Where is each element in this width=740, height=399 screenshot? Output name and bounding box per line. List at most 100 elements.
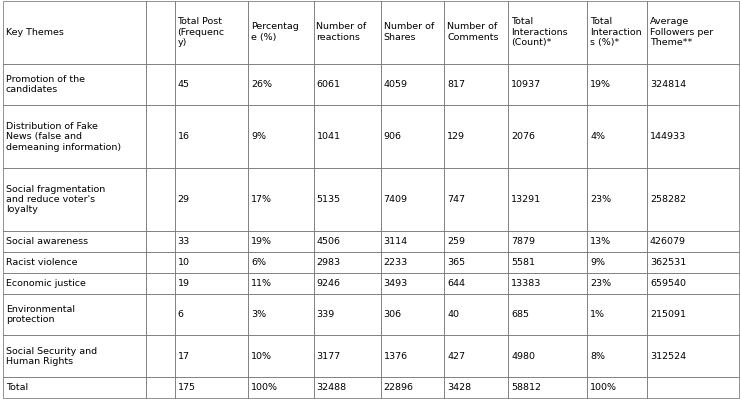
Bar: [248, 336, 314, 377]
Bar: [380, 294, 444, 336]
Text: 19%: 19%: [251, 237, 272, 246]
Text: 259: 259: [447, 237, 465, 246]
Text: 747: 747: [447, 195, 465, 204]
Text: 1041: 1041: [317, 132, 340, 141]
Bar: [146, 273, 175, 294]
Bar: [3, 105, 146, 168]
Bar: [508, 252, 588, 273]
Text: Number of
reactions: Number of reactions: [317, 22, 367, 42]
Text: Total
Interactions
(Count)*: Total Interactions (Count)*: [511, 17, 568, 47]
Bar: [444, 1, 508, 63]
Text: 2233: 2233: [383, 258, 408, 267]
Bar: [3, 377, 146, 398]
Bar: [175, 336, 248, 377]
Text: Economic justice: Economic justice: [6, 279, 86, 288]
Text: 17: 17: [178, 352, 189, 361]
Bar: [3, 252, 146, 273]
Text: 10: 10: [178, 258, 189, 267]
Bar: [146, 294, 175, 336]
Bar: [314, 336, 380, 377]
Text: 215091: 215091: [650, 310, 686, 319]
Text: 312524: 312524: [650, 352, 686, 361]
Bar: [380, 377, 444, 398]
Bar: [444, 252, 508, 273]
Bar: [508, 273, 588, 294]
Text: Key Themes: Key Themes: [6, 28, 64, 37]
Text: 4506: 4506: [317, 237, 340, 246]
Bar: [508, 231, 588, 252]
Bar: [444, 168, 508, 231]
Bar: [380, 231, 444, 252]
Text: 426079: 426079: [650, 237, 686, 246]
Bar: [248, 377, 314, 398]
Text: 40: 40: [447, 310, 460, 319]
Text: 1%: 1%: [591, 310, 605, 319]
Text: 306: 306: [383, 310, 402, 319]
Text: 45: 45: [178, 80, 189, 89]
Bar: [175, 273, 248, 294]
Bar: [314, 294, 380, 336]
Text: 129: 129: [447, 132, 465, 141]
Bar: [146, 1, 175, 63]
Bar: [314, 63, 380, 105]
Text: 362531: 362531: [650, 258, 686, 267]
Bar: [314, 105, 380, 168]
Bar: [146, 168, 175, 231]
Bar: [444, 273, 508, 294]
Text: 4%: 4%: [591, 132, 605, 141]
Bar: [508, 105, 588, 168]
Text: 3%: 3%: [251, 310, 266, 319]
Bar: [380, 168, 444, 231]
Bar: [3, 336, 146, 377]
Text: 19: 19: [178, 279, 189, 288]
Text: 9%: 9%: [251, 132, 266, 141]
Bar: [248, 294, 314, 336]
Text: 19%: 19%: [591, 80, 611, 89]
Text: 7879: 7879: [511, 237, 535, 246]
Text: 175: 175: [178, 383, 195, 392]
Bar: [175, 294, 248, 336]
Bar: [380, 336, 444, 377]
Bar: [146, 377, 175, 398]
Text: 5135: 5135: [317, 195, 340, 204]
Text: Total
Interaction
s (%)*: Total Interaction s (%)*: [591, 17, 642, 47]
Text: 22896: 22896: [383, 383, 414, 392]
Bar: [175, 1, 248, 63]
Text: 23%: 23%: [591, 279, 611, 288]
Bar: [508, 377, 588, 398]
Bar: [508, 336, 588, 377]
Bar: [175, 105, 248, 168]
Bar: [588, 105, 647, 168]
Text: 258282: 258282: [650, 195, 686, 204]
Text: 1376: 1376: [383, 352, 408, 361]
Text: 659540: 659540: [650, 279, 686, 288]
Text: 9%: 9%: [591, 258, 605, 267]
Text: 3493: 3493: [383, 279, 408, 288]
Bar: [444, 336, 508, 377]
Bar: [314, 231, 380, 252]
Text: Environmental
protection: Environmental protection: [6, 305, 75, 324]
Bar: [146, 105, 175, 168]
Text: 144933: 144933: [650, 132, 686, 141]
Text: 4980: 4980: [511, 352, 535, 361]
Bar: [508, 1, 588, 63]
Bar: [647, 168, 739, 231]
Bar: [380, 1, 444, 63]
Bar: [314, 1, 380, 63]
Bar: [248, 105, 314, 168]
Text: Social Security and
Human Rights: Social Security and Human Rights: [6, 347, 97, 366]
Text: Distribution of Fake
News (false and
demeaning information): Distribution of Fake News (false and dem…: [6, 122, 121, 152]
Bar: [588, 273, 647, 294]
Bar: [647, 105, 739, 168]
Text: 6061: 6061: [317, 80, 340, 89]
Bar: [588, 168, 647, 231]
Text: 3114: 3114: [383, 237, 408, 246]
Text: Number of
Shares: Number of Shares: [383, 22, 434, 42]
Bar: [444, 105, 508, 168]
Text: 685: 685: [511, 310, 529, 319]
Text: 13383: 13383: [511, 279, 542, 288]
Text: 23%: 23%: [591, 195, 611, 204]
Text: 2076: 2076: [511, 132, 535, 141]
Text: 339: 339: [317, 310, 334, 319]
Text: 9246: 9246: [317, 279, 340, 288]
